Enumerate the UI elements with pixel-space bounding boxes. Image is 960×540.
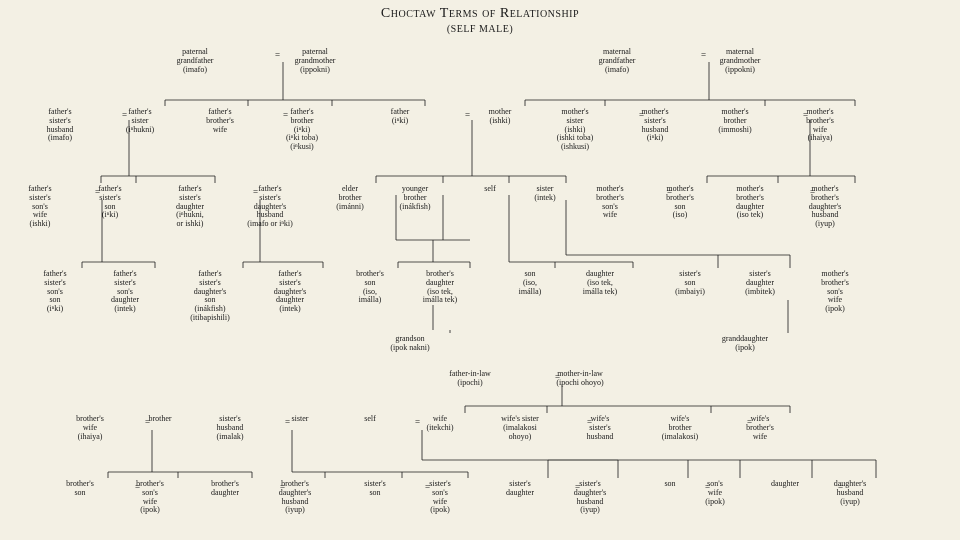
- kin-term-bro: brother: [135, 415, 185, 424]
- kin-term-fssw: father's sister's son's wife (ishki): [13, 185, 68, 229]
- marriage-eq-7: =: [95, 187, 100, 197]
- marriage-eq-1: =: [701, 50, 706, 60]
- marriage-eq-14: =: [415, 417, 420, 427]
- kin-term-dh: daughter's husband (iyup): [820, 480, 880, 506]
- marriage-eq-9: =: [667, 187, 672, 197]
- kin-term-mbw: mother's brother's wife (ihaiya): [790, 108, 850, 143]
- marriage-eq-11: =: [555, 372, 560, 382]
- kin-term-fss: father's sister's son (iⁿki): [83, 185, 138, 220]
- kin-term-son2: son: [650, 480, 690, 489]
- kin-term-fbw: father's brother's wife: [193, 108, 248, 134]
- kin-term-fsds: father's sister's daughter's son (inákfi…: [178, 270, 243, 323]
- kin-term-pgm: paternal grandmother (ippokni): [278, 48, 353, 74]
- kin-term-sdh: sister's daughter's husband (iyup): [560, 480, 620, 515]
- kin-term-mbsd: mother's brother's son's wife (ipok): [808, 270, 863, 314]
- kin-term-yb: younger brother (inákfish): [386, 185, 444, 211]
- kin-term-mgm: maternal grandmother (ippokni): [701, 48, 779, 74]
- kin-term-fsss: father's sister's son's son (iⁿki): [28, 270, 83, 314]
- kin-term-gs: grandson (ipok nakni): [370, 335, 450, 353]
- kin-term-sw: son's wife (ipok): [690, 480, 740, 506]
- kin-term-wsis: wife's sister (imalakosi ohoyo): [488, 415, 553, 441]
- kin-term-sh: sister's husband (imalak): [203, 415, 258, 441]
- kin-term-fsdh: father's sister's daughter's husband (im…: [239, 185, 301, 229]
- marriage-eq-22: =: [838, 482, 843, 492]
- marriage-eq-5: =: [639, 110, 644, 120]
- kin-term-bs: brother's son (iso, imálla): [343, 270, 398, 305]
- diagram-subtitle: (SELF MALE): [0, 24, 960, 35]
- kin-term-wb: wife's brother (imalakosi): [650, 415, 710, 441]
- marriage-eq-18: =: [280, 482, 285, 492]
- kin-term-f: father (iⁿki): [375, 108, 425, 126]
- diagram-title: Choctaw Terms of Relationship: [0, 6, 960, 22]
- kin-term-eb: elder brother (imánni): [323, 185, 378, 211]
- kin-term-bdau: brother's daughter: [198, 480, 253, 498]
- kin-term-fssd: father's sister's son's daughter (intek): [95, 270, 155, 314]
- marriage-eq-2: =: [122, 110, 127, 120]
- kin-term-son: son (iso, imálla): [505, 270, 555, 296]
- kin-term-mgf: maternal grandfather (imafo): [581, 48, 654, 74]
- kin-term-mbs: mother's brother's son (iso): [653, 185, 708, 220]
- kinship-diagram: { "page": { "background_color": "#f3f0e4…: [0, 0, 960, 540]
- marriage-eq-4: =: [465, 110, 470, 120]
- kin-term-fsd: father's sister's daughter (iⁿhukni, or …: [159, 185, 221, 229]
- kin-term-bsn: brother's son: [53, 480, 108, 498]
- marriage-eq-10: =: [810, 187, 815, 197]
- marriage-eq-13: =: [285, 417, 290, 427]
- kin-term-bdh: brother's daughter's husband (iyup): [265, 480, 325, 515]
- marriage-eq-12: =: [145, 417, 150, 427]
- kin-term-mbdh: mother's brother's daughter's husband (i…: [795, 185, 855, 229]
- kin-term-fb: father's brother (iⁿki) (iⁿki toba) (iⁿk…: [272, 108, 332, 152]
- kin-term-mil: mother-in-law (ipochi ohoyo): [538, 370, 623, 388]
- kin-term-bsw: brother's son's wife (ipok): [123, 480, 178, 515]
- kin-term-sd: sister's daughter: [493, 480, 548, 498]
- kin-term-wsh: wife's sister's husband: [573, 415, 628, 441]
- kin-term-m: mother (ishki): [475, 108, 525, 126]
- kin-term-wife: wife (itekchi): [415, 415, 465, 433]
- kin-term-mb: mother's brother (immoshi): [705, 108, 765, 134]
- marriage-eq-19: =: [425, 482, 430, 492]
- kin-term-sisd: sister's daughter (imbitek): [730, 270, 790, 296]
- kin-term-wbw: wife's brother's wife: [733, 415, 788, 441]
- marriage-eq-8: =: [253, 187, 258, 197]
- kin-term-pgf: paternal grandfather (imafo): [160, 48, 230, 74]
- marriage-eq-21: =: [705, 482, 710, 492]
- marriage-eq-15: =: [587, 417, 592, 427]
- kin-term-ssw: sister's son's wife (ipok): [413, 480, 468, 515]
- kin-term-self: self: [470, 185, 510, 194]
- kin-term-bw: brother's wife (ihaiya): [63, 415, 118, 441]
- kin-term-fil: father-in-law (ipochi): [433, 370, 508, 388]
- marriage-eq-20: =: [575, 482, 580, 492]
- kin-term-fs: father's sister (iⁿhukni): [113, 108, 168, 134]
- kin-term-mbd: mother's brother's daughter (iso tek): [721, 185, 779, 220]
- kin-term-fsh: father's sister's husband (imafo): [30, 108, 90, 143]
- kin-term-dau: daughter (iso tek, imálla tek): [568, 270, 633, 296]
- kin-term-fsdd: father's sister's daughter's daughter (i…: [260, 270, 320, 314]
- kin-term-self2: self: [350, 415, 390, 424]
- marriage-eq-16: =: [747, 417, 752, 427]
- kin-term-ssn: sister's son: [350, 480, 400, 498]
- marriage-eq-0: =: [275, 50, 280, 60]
- kin-term-sis: sister (intek): [523, 185, 568, 203]
- kin-term-sisn: sister's son (imbaiyi): [663, 270, 718, 296]
- marriage-eq-6: =: [803, 110, 808, 120]
- kin-term-gd: granddaughter (ipok): [703, 335, 788, 353]
- kin-term-msh: mother's sister's husband (iⁿki): [628, 108, 683, 143]
- marriage-eq-17: =: [135, 482, 140, 492]
- kin-term-mbsw: mother's brother's son's wife: [581, 185, 639, 220]
- kin-term-dau2: daughter: [758, 480, 813, 489]
- marriage-eq-3: =: [283, 110, 288, 120]
- kin-term-ms: mother's sister (ishki) (ishki toba) (is…: [545, 108, 605, 152]
- kin-term-bd: brother's daughter (iso tek, imálla tek): [410, 270, 470, 305]
